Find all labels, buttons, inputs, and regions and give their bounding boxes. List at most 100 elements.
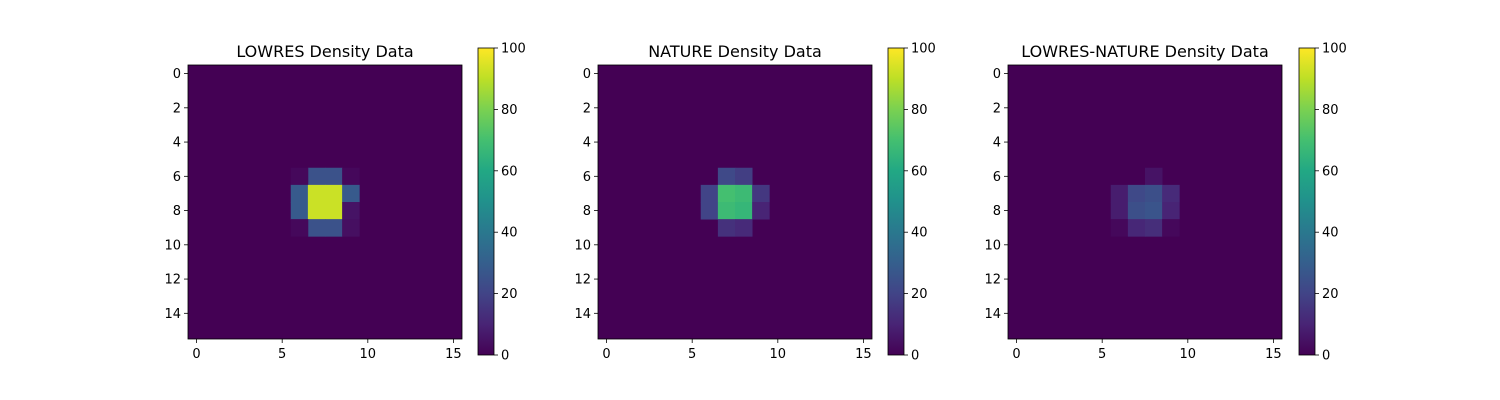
- y-tick-label: 8: [583, 204, 591, 219]
- y-tick-label: 6: [173, 170, 181, 185]
- heatmap-cell: [342, 184, 360, 203]
- heatmap-cell: [735, 202, 753, 220]
- y-tick-label: 14: [574, 307, 591, 322]
- heatmap-cell: [1145, 167, 1163, 186]
- heatmap-cell: [717, 184, 736, 203]
- colorbar-tick-label: 20: [911, 287, 928, 302]
- x-tick-label: 10: [1180, 347, 1197, 362]
- heatmap-cell: [325, 219, 343, 237]
- heatmap-cell: [1162, 202, 1180, 220]
- y-tick-label: 10: [984, 238, 1001, 253]
- y-tick-label: 8: [993, 204, 1001, 219]
- heatmap-cell: [752, 202, 770, 220]
- colorbar-tick-label: 40: [911, 226, 928, 241]
- y-tick-label: 4: [583, 136, 591, 151]
- colorbar-tick-label: 40: [501, 226, 518, 241]
- y-tick-label: 12: [164, 273, 181, 288]
- y-tick-label: 4: [173, 136, 181, 151]
- heatmap-cell: [1145, 202, 1163, 220]
- heatmap-cell: [717, 219, 736, 237]
- y-tick-label: 14: [984, 307, 1001, 322]
- x-tick-label: 0: [1012, 347, 1020, 362]
- heatmap-cell: [342, 202, 360, 220]
- x-tick-label: 0: [192, 347, 200, 362]
- y-tick-label: 10: [574, 238, 591, 253]
- colorbar-tick-label: 20: [1322, 287, 1339, 302]
- colorbar-tick-label: 100: [911, 42, 936, 57]
- heatmap-cell: [342, 219, 360, 237]
- heatmap-panel-3: LOWRES-NATURE Density Data 0 5 10 15 0 2 4 6 8 10 1…: [984, 42, 1346, 364]
- x-tick-label: 5: [1098, 347, 1106, 362]
- axes-frame: [187, 64, 463, 340]
- heatmap-cell: [307, 167, 326, 186]
- heatmap-cell: [290, 219, 309, 237]
- y-tick-label: 2: [173, 101, 181, 116]
- heatmap-panel-1: LOWRES Density Data 0 5 10 15 0 2 4 6 8 10 12 14 0 20 4…: [164, 42, 525, 364]
- y-tick-label: 6: [583, 170, 591, 185]
- heatmap-cell: [717, 202, 736, 220]
- y-tick-label: 14: [164, 307, 181, 322]
- colorbar-tick-label: 80: [1322, 103, 1339, 118]
- heatmap-cell: [1162, 219, 1180, 237]
- colorbar: [1298, 47, 1316, 356]
- colorbar-tick-label: 60: [911, 164, 928, 179]
- colorbar: [477, 47, 495, 356]
- y-tick-label: 4: [993, 136, 1001, 151]
- colorbar: [887, 47, 905, 356]
- y-tick-label: 8: [173, 204, 181, 219]
- x-tick-label: 15: [855, 347, 872, 362]
- y-tick-label: 6: [993, 170, 1001, 185]
- y-tick-label: 10: [164, 238, 181, 253]
- x-tick-label: 0: [602, 347, 610, 362]
- heatmap-cell: [325, 167, 343, 186]
- heatmap-cell: [717, 167, 736, 186]
- y-tick-label: 0: [583, 67, 591, 82]
- heatmap-cell: [307, 184, 326, 203]
- heatmap-cell: [290, 202, 309, 220]
- heatmap-cell: [290, 167, 309, 186]
- colorbar-tick-label: 0: [501, 349, 509, 364]
- heatmap-cell: [325, 184, 343, 203]
- colorbar-tick-label: 40: [1322, 226, 1339, 241]
- heatmap-cell: [700, 184, 719, 203]
- colorbar-tick-label: 80: [501, 103, 518, 118]
- y-tick-label: 12: [574, 273, 591, 288]
- heatmap-cell: [1127, 219, 1146, 237]
- heatmap-cell: [290, 184, 309, 203]
- colorbar-tick-label: 0: [1322, 349, 1330, 364]
- x-tick-label: 5: [688, 347, 696, 362]
- x-tick-label: 15: [445, 347, 462, 362]
- colorbar-tick-label: 100: [501, 42, 526, 57]
- colorbar-tick-label: 60: [1322, 164, 1339, 179]
- y-tick-label: 2: [993, 101, 1001, 116]
- heatmap-cell: [1145, 219, 1163, 237]
- heatmap-cell: [1127, 202, 1146, 220]
- heatmap-cell: [752, 184, 770, 203]
- heatmap-cell: [325, 202, 343, 220]
- y-tick-label: 12: [984, 273, 1001, 288]
- heatmap-cell: [307, 219, 326, 237]
- heatmap-cell: [1162, 184, 1180, 203]
- x-tick-label: 15: [1265, 347, 1282, 362]
- y-tick-label: 0: [993, 67, 1001, 82]
- heatmap-cell: [735, 184, 753, 203]
- heatmap-cell: [1110, 202, 1129, 220]
- heatmap-panel-2: NATURE Density Data 0 5 10 15 0 2 4 6 8 10 12 14 0 20 4…: [574, 42, 935, 364]
- y-tick-label: 2: [583, 101, 591, 116]
- chart-title: LOWRES Density Data: [236, 42, 413, 61]
- colorbar-tick-label: 100: [1322, 42, 1347, 57]
- heatmap-cell: [700, 202, 719, 220]
- x-tick-label: 10: [360, 347, 377, 362]
- colorbar-tick-label: 0: [911, 349, 919, 364]
- heatmap-cell: [1110, 219, 1129, 237]
- chart-title: LOWRES-NATURE Density Data: [1021, 42, 1269, 61]
- heatmap-cell: [1127, 184, 1146, 203]
- heatmap-cell: [342, 167, 360, 186]
- colorbar-tick-label: 20: [501, 287, 518, 302]
- x-tick-label: 5: [278, 347, 286, 362]
- heatmap-cell: [735, 219, 753, 237]
- axes-frame: [1007, 64, 1283, 340]
- heatmap-cell: [307, 202, 326, 220]
- colorbar-tick-label: 80: [911, 103, 928, 118]
